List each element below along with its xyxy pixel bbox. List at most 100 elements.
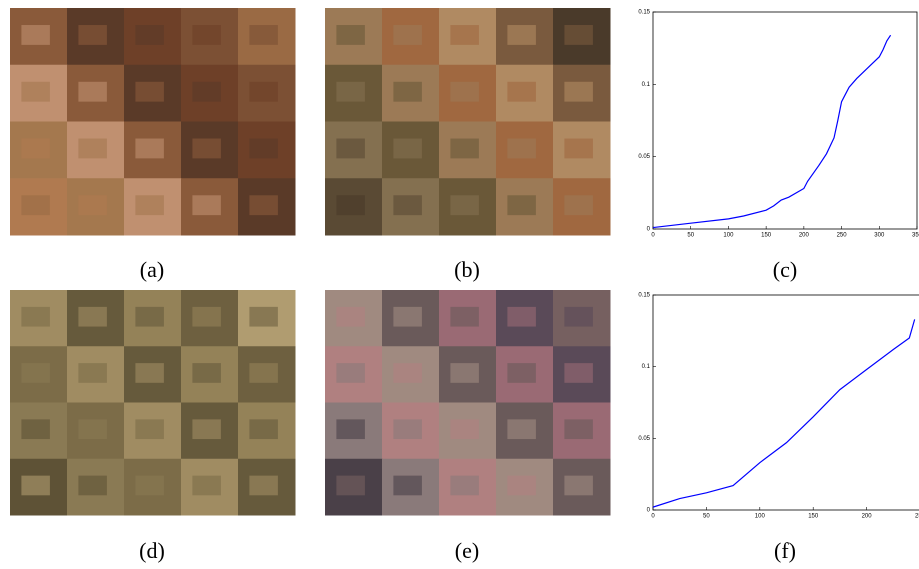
- patch-texture: [564, 25, 593, 45]
- y-tick-label: 0.05: [638, 154, 650, 160]
- patch-texture: [21, 476, 50, 496]
- x-tick-label: 100: [755, 514, 766, 520]
- y-tick-label: 0.15: [638, 293, 650, 299]
- patch-texture: [450, 25, 479, 45]
- y-tick-label: 0.05: [638, 436, 650, 442]
- patch-texture: [78, 82, 107, 102]
- patch-texture: [78, 195, 107, 215]
- x-tick-label: 250: [837, 233, 848, 239]
- panel-caption: (a): [140, 257, 164, 282]
- patch-texture: [564, 419, 593, 439]
- x-tick-label: 50: [687, 233, 694, 239]
- patch-texture: [393, 419, 422, 439]
- y-tick-label: 0: [647, 227, 651, 233]
- patch-texture: [450, 476, 479, 496]
- patch-texture: [21, 25, 50, 45]
- patch-texture: [192, 25, 221, 45]
- patch-texture: [507, 82, 536, 102]
- y-tick-label: 0.1: [642, 364, 651, 370]
- patch-texture: [564, 82, 593, 102]
- patch-texture: [450, 419, 479, 439]
- patch-texture: [192, 139, 221, 159]
- patch-texture: [507, 363, 536, 383]
- patch-texture: [192, 195, 221, 215]
- patch-texture: [336, 82, 365, 102]
- patch-texture: [450, 195, 479, 215]
- patch-texture: [336, 476, 365, 496]
- patch-texture: [135, 82, 164, 102]
- x-tick-label: 200: [862, 514, 873, 520]
- patch-texture: [507, 25, 536, 45]
- patch-texture: [135, 195, 164, 215]
- patch-texture: [249, 419, 278, 439]
- patch-texture: [249, 307, 278, 327]
- plot-frame: [653, 295, 919, 510]
- patch-texture: [336, 195, 365, 215]
- y-tick-label: 0.1: [642, 82, 651, 88]
- patch-texture: [192, 307, 221, 327]
- patch-texture: [78, 363, 107, 383]
- patch-texture: [336, 25, 365, 45]
- patch-texture: [336, 307, 365, 327]
- panel-caption: (d): [139, 538, 165, 563]
- patch-texture: [249, 139, 278, 159]
- patch-texture: [507, 307, 536, 327]
- patch-texture: [450, 82, 479, 102]
- patch-texture: [507, 139, 536, 159]
- patch-texture: [393, 139, 422, 159]
- patch-texture: [564, 195, 593, 215]
- patch-texture: [450, 363, 479, 383]
- x-tick-label: 100: [723, 233, 734, 239]
- patch-texture: [21, 139, 50, 159]
- patch-texture: [393, 82, 422, 102]
- patch-texture: [78, 25, 107, 45]
- patch-texture: [393, 307, 422, 327]
- patch-texture: [21, 363, 50, 383]
- patch-texture: [135, 25, 164, 45]
- patch-texture: [192, 476, 221, 496]
- x-tick-label: 0: [651, 233, 655, 239]
- patch-texture: [135, 139, 164, 159]
- x-tick-label: 250: [915, 514, 919, 520]
- patch-texture: [78, 139, 107, 159]
- patch-texture: [393, 25, 422, 45]
- x-tick-label: 200: [799, 233, 810, 239]
- patch-texture: [192, 419, 221, 439]
- x-tick-label: 150: [808, 514, 819, 520]
- figure: (a)(b)(c)(d)(e)(f)0501001502002503003500…: [0, 0, 919, 569]
- patch-texture: [249, 476, 278, 496]
- patch-texture: [135, 307, 164, 327]
- patch-texture: [21, 419, 50, 439]
- patch-texture: [21, 307, 50, 327]
- patch-texture: [393, 476, 422, 496]
- patch-texture: [393, 195, 422, 215]
- patch-texture: [450, 139, 479, 159]
- patch-texture: [507, 195, 536, 215]
- panel-caption: (e): [455, 538, 479, 563]
- patch-texture: [21, 82, 50, 102]
- patch-texture: [249, 82, 278, 102]
- x-tick-label: 150: [761, 233, 772, 239]
- x-tick-label: 50: [703, 514, 710, 520]
- panel-caption: (b): [454, 257, 480, 282]
- patch-texture: [249, 363, 278, 383]
- page: {"captions": ["(a)", "(b)", "(c)", "(d)"…: [0, 0, 919, 569]
- data-line: [653, 35, 891, 227]
- patch-texture: [564, 476, 593, 496]
- patch-texture: [192, 363, 221, 383]
- patch-texture: [564, 307, 593, 327]
- patch-texture: [78, 476, 107, 496]
- patch-texture: [135, 363, 164, 383]
- y-tick-label: 0.15: [638, 10, 650, 16]
- patch-texture: [564, 139, 593, 159]
- patch-texture: [249, 25, 278, 45]
- patch-texture: [135, 476, 164, 496]
- plot-frame: [653, 12, 917, 229]
- panel-caption: (c): [773, 257, 797, 282]
- patch-texture: [192, 82, 221, 102]
- x-tick-label: 350: [912, 233, 919, 239]
- patch-texture: [507, 419, 536, 439]
- patch-texture: [393, 363, 422, 383]
- patch-texture: [249, 195, 278, 215]
- patch-texture: [78, 419, 107, 439]
